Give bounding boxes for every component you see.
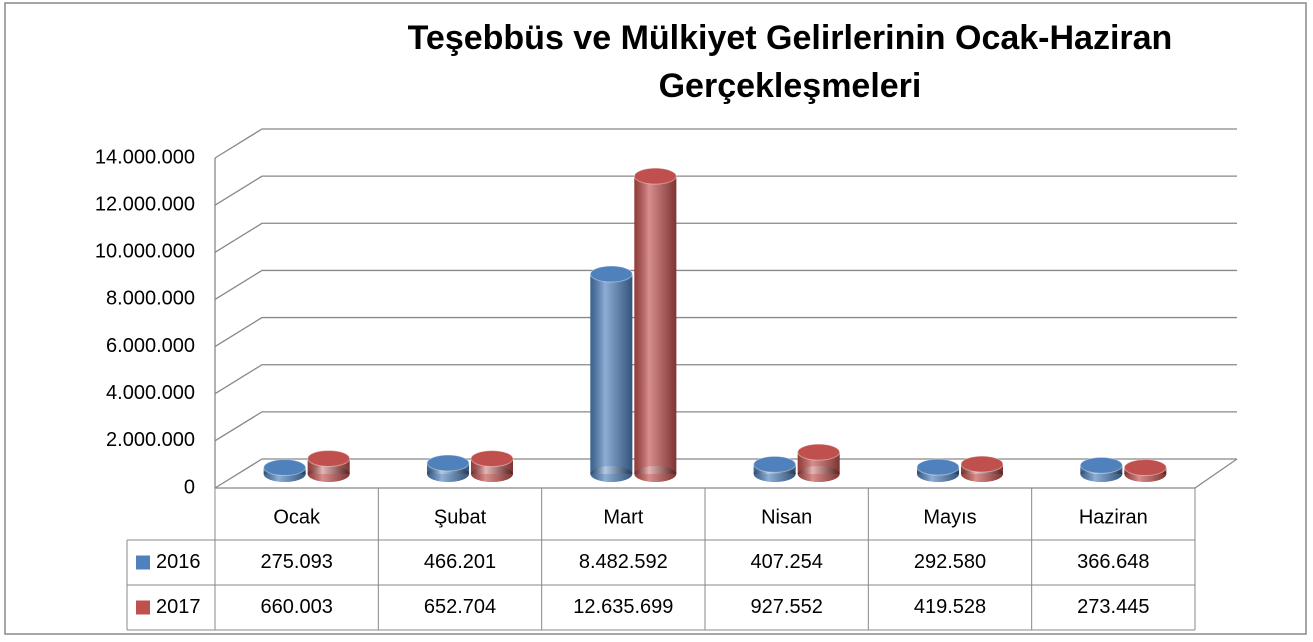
- grid-line: [214, 222, 1237, 253]
- bar-top: [470, 450, 514, 468]
- table-value: 8.482.592: [579, 551, 668, 573]
- bar-top: [633, 167, 677, 185]
- table-value: 660.003: [261, 596, 333, 618]
- grid-line: [214, 316, 1237, 348]
- table-value: 275.093: [261, 551, 333, 573]
- table-value: 927.552: [751, 596, 823, 618]
- bar-top: [797, 443, 841, 461]
- table-value: 292.580: [914, 551, 986, 573]
- bar-base-shade: [471, 466, 513, 482]
- bar-base-shade: [307, 466, 350, 482]
- bar-top: [307, 449, 351, 467]
- x-tick-label: Ocak: [273, 506, 321, 528]
- x-tick-label: Şubat: [434, 506, 487, 528]
- legend-swatch: [136, 555, 150, 570]
- y-tick-label: 2.000.000: [106, 429, 195, 451]
- bar-top: [263, 459, 307, 477]
- bar-base-shade: [797, 466, 840, 482]
- table-value: 407.254: [751, 551, 823, 573]
- bar-top: [1123, 459, 1167, 477]
- table-value: 419.528: [914, 596, 986, 618]
- y-tick-label: 12.000.000: [95, 193, 195, 215]
- grid-line: [214, 458, 1237, 489]
- legend-swatch: [136, 600, 150, 615]
- bar-shade: [590, 274, 633, 474]
- bar-base-shade: [590, 466, 633, 482]
- y-tick-label: 14.000.000: [95, 146, 195, 168]
- bar-shade: [634, 176, 677, 475]
- grid-line: [214, 128, 1237, 159]
- bar-top: [1079, 456, 1123, 474]
- table-value: 466.201: [424, 551, 496, 573]
- table-value: 273.445: [1077, 596, 1149, 618]
- bar-top: [589, 265, 633, 283]
- y-tick-label: 6.000.000: [106, 335, 195, 357]
- bar-top: [960, 455, 1004, 473]
- x-tick-label: Mart: [603, 506, 643, 528]
- bar-top: [426, 454, 470, 472]
- x-tick-label: Haziran: [1079, 506, 1148, 528]
- grid-line: [214, 411, 1237, 442]
- y-tick-label: 10.000.000: [95, 241, 195, 263]
- title-line: Gerçekleşmeleri: [659, 67, 922, 105]
- table-value: 366.648: [1077, 551, 1149, 573]
- title-line: Teşebbüs ve Mülkiyet Gelirlerinin Ocak-H…: [408, 19, 1173, 57]
- x-tick-label: Mayıs: [923, 506, 976, 528]
- chart-title: Teşebbüs ve Mülkiyet Gelirlerinin Ocak-H…: [408, 19, 1173, 105]
- table-value: 652.704: [424, 596, 496, 618]
- legend-label: 2017: [156, 596, 201, 618]
- x-tick-label: Nisan: [761, 506, 812, 528]
- y-tick-label: 8.000.000: [106, 288, 195, 310]
- bar-base-shade: [427, 466, 469, 482]
- legend-label: 2016: [156, 551, 201, 573]
- y-tick-label: 0: [184, 476, 195, 498]
- table-value: 12.635.699: [573, 596, 673, 618]
- bar-top: [753, 455, 797, 473]
- bar-base-shade: [634, 466, 677, 482]
- grid-line: [214, 269, 1237, 300]
- bar-top: [916, 458, 960, 476]
- y-tick-label: 4.000.000: [106, 382, 195, 404]
- grid-line: [214, 175, 1237, 206]
- grid-line: [214, 364, 1237, 395]
